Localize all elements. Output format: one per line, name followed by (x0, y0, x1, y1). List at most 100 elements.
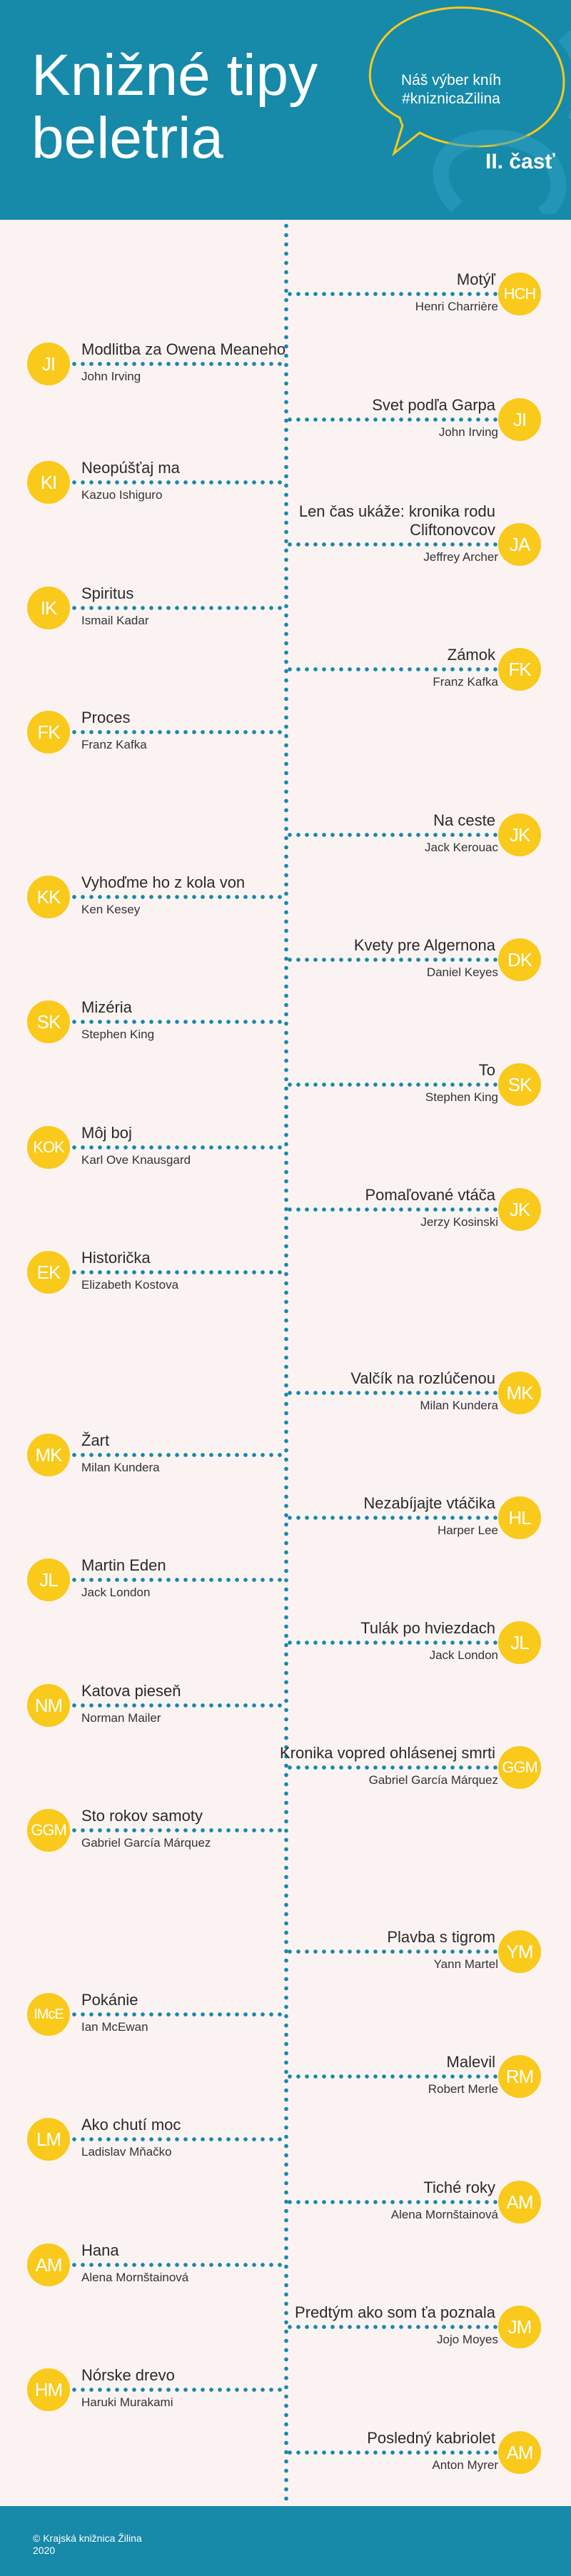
connector-dots (70, 1020, 286, 1024)
initials-badge: KI (27, 461, 70, 504)
book-title: Zámok (447, 646, 495, 664)
connector-dots (70, 730, 286, 734)
book-title: Proces (81, 709, 131, 726)
bubble-tagline: Náš výber kníh #kniznicaZilina (387, 71, 515, 108)
book-title: Martin Eden (81, 1556, 166, 1574)
header-banner: Knižné tipy beletria Náš výber kníh #kni… (0, 0, 571, 220)
book-entry: Zámok Franz Kafka FK (0, 627, 571, 698)
book-entry: Proces Franz Kafka FK (0, 689, 571, 761)
book-author: Yann Martel (433, 1957, 498, 1971)
book-title: Katova pieseň (81, 1682, 181, 1700)
connector-dots (70, 1578, 286, 1582)
book-title: Posledný kabriolet (367, 2429, 495, 2447)
book-title: Valčík na rozlúčenou (350, 1369, 495, 1387)
book-author: John Irving (438, 425, 498, 439)
book-author: Jeffrey Archer (423, 550, 498, 564)
book-author: Ismail Kadar (81, 614, 149, 627)
connector-dots (286, 1207, 502, 1212)
connector-dots (70, 362, 286, 366)
footer-line-1: © Krajská knižnica Žilina (33, 2532, 142, 2544)
book-author: Robert Merle (428, 2082, 498, 2096)
book-entry: Plavba s tigrom Yann Martel YM (0, 1909, 571, 1980)
initials-badge: AM (498, 2431, 541, 2474)
book-title: Neopúšťaj ma (81, 459, 180, 477)
book-entry: Valčík na rozlúčenou Milan Kundera MK (0, 1350, 571, 1421)
connector-dots (286, 2074, 502, 2079)
initials-badge: JI (27, 343, 70, 385)
book-entry: Pomaľované vtáča Jerzy Kosinski JK (0, 1167, 571, 1238)
book-entry: Historička Elizabeth Kostova EK (0, 1229, 571, 1301)
book-entry: Len čas ukáže: kronika rodu Cliftonovcov… (0, 502, 571, 573)
book-entry: Pokánie Ian McEwan IMcE (0, 1972, 571, 2043)
book-title: Tiché roky (423, 2179, 495, 2196)
book-entry: Ako chutí moc Ladislav Mňačko LM (0, 2096, 571, 2168)
footer-copyright: © Krajská knižnica Žilina 2020 (33, 2532, 142, 2557)
connector-dots (70, 480, 286, 485)
part-label: II. časť (485, 150, 555, 173)
connector-dots (286, 2200, 502, 2204)
book-author: Gabriel García Márquez (81, 1836, 211, 1850)
connector-dots (70, 2137, 286, 2141)
initials-badge: JK (498, 813, 541, 856)
connector-dots (286, 667, 502, 671)
connector-dots (286, 417, 502, 422)
page-title: Knižné tipy beletria (31, 44, 318, 170)
book-title: Pokánie (81, 1991, 138, 2009)
book-entry: Katova pieseň Norman Mailer NM (0, 1663, 571, 1734)
book-title: Plavba s tigrom (387, 1928, 495, 1946)
connector-dots (286, 542, 502, 547)
book-author: Karl Ove Knausgard (81, 1153, 191, 1167)
book-title: Ako chutí moc (81, 2116, 181, 2134)
initials-badge: JL (498, 1621, 541, 1664)
initials-badge: SK (498, 1063, 541, 1106)
initials-badge: IMcE (27, 1993, 70, 2036)
initials-badge: GGM (498, 1746, 541, 1789)
initials-badge: EK (27, 1251, 70, 1294)
connector-dots (286, 1641, 502, 1645)
book-author: Stephen King (425, 1090, 498, 1104)
book-author: Elizabeth Kostova (81, 1278, 179, 1292)
initials-badge: NM (27, 1684, 70, 1727)
initials-badge: SK (27, 1000, 70, 1043)
book-entry: Posledný kabriolet Anton Myrer AM (0, 2410, 571, 2481)
book-author: Franz Kafka (81, 738, 147, 751)
initials-badge: JI (498, 398, 541, 441)
book-author: Jack London (429, 1648, 498, 1662)
book-title: Sto rokov samoty (81, 1807, 203, 1825)
book-title: Môj boj (81, 1124, 132, 1142)
connector-dots (70, 1453, 286, 1457)
initials-badge: MK (27, 1434, 70, 1476)
connector-dots (286, 2325, 502, 2329)
book-title: Pomaľované vtáča (365, 1186, 495, 1204)
connector-dots (286, 1516, 502, 1520)
book-title: Modlitba za Owena Meaneho (81, 340, 286, 358)
book-entry: Sto rokov samoty Gabriel García Márquez GG… (0, 1788, 571, 1859)
book-title: Predtým ako som ťa poznala (295, 2303, 495, 2321)
book-author: Franz Kafka (433, 675, 498, 689)
connector-dots (70, 2263, 286, 2267)
footer-banner (0, 2506, 571, 2576)
connector-dots (286, 958, 502, 962)
book-author: Anton Myrer (432, 2458, 498, 2472)
initials-badge: MK (498, 1371, 541, 1414)
book-title: Mizéria (81, 998, 132, 1016)
tagline-line-2: #kniznicaZilina (402, 91, 500, 107)
initials-badge: FK (498, 648, 541, 691)
initials-badge: HM (27, 2368, 70, 2411)
connector-dots (286, 2450, 502, 2455)
book-author: Ken Kesey (81, 903, 141, 916)
initials-badge: JK (498, 1188, 541, 1231)
book-title: Kvety pre Algernona (353, 936, 495, 954)
initials-badge: RM (498, 2055, 541, 2098)
connector-dots (70, 1828, 286, 1832)
book-entry: Tiché roky Alena Mornštainová AM (0, 2159, 571, 2231)
book-entry: Môj boj Karl Ove Knausgard KOK (0, 1105, 571, 1176)
initials-badge: DK (498, 938, 541, 981)
connector-dots (286, 292, 502, 296)
book-entry: To Stephen King SK (0, 1042, 571, 1113)
book-author: Ladislav Mňačko (81, 2145, 172, 2159)
book-entry: Nórske drevo Haruki Murakami HM (0, 2347, 571, 2418)
connector-dots (286, 1391, 502, 1395)
timeline-spine (284, 221, 288, 2505)
book-author: Jojo Moyes (437, 2333, 498, 2346)
